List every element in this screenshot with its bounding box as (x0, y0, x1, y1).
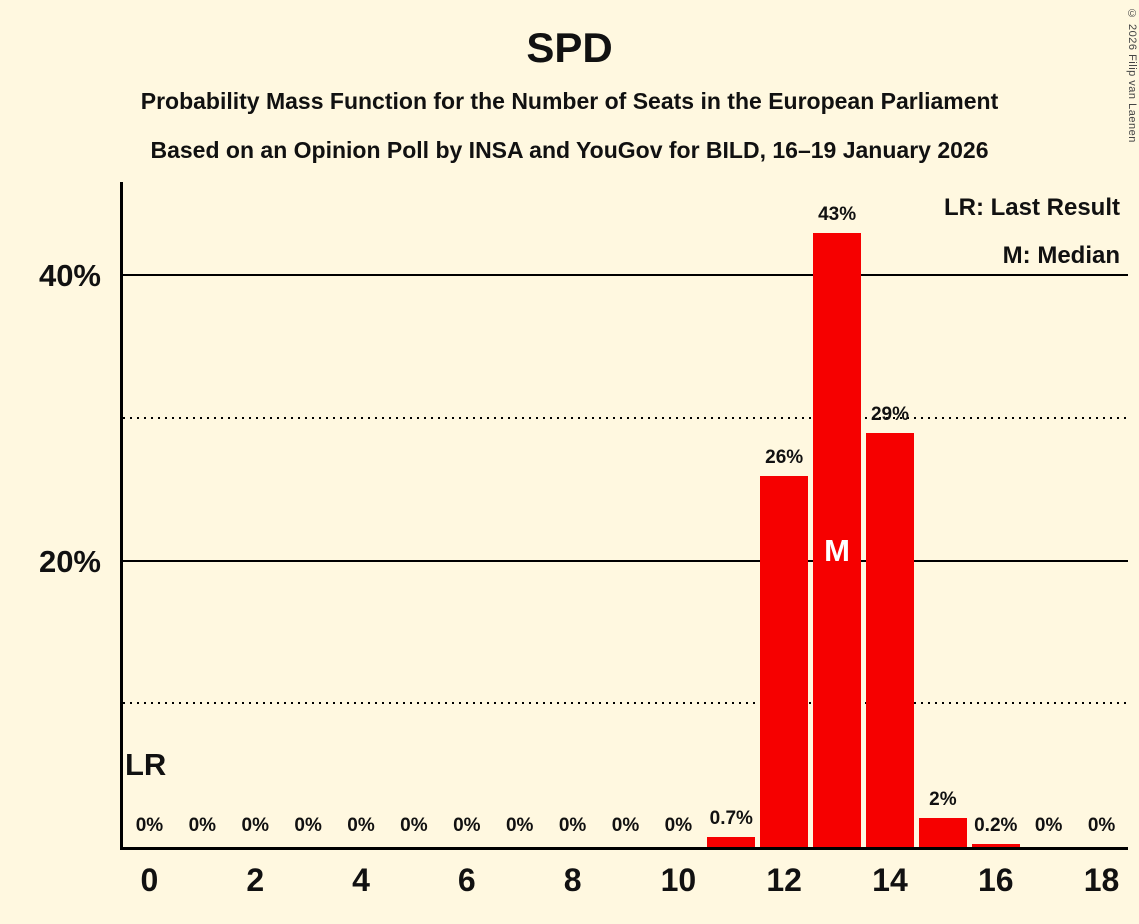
x-axis-label-10: 10 (660, 862, 697, 898)
chart-legend: LR: Last Result M: Median (944, 184, 1120, 280)
x-axis-label-14: 14 (872, 862, 908, 898)
x-axis-label-18: 18 (1083, 862, 1120, 898)
bar-value-label-seat-8: 0% (558, 815, 587, 836)
gridline-dotted-30pct (123, 416, 1128, 419)
chart-subtitle-line2: Based on an Opinion Poll by INSA and You… (150, 137, 989, 163)
bar-value-label-seat-0: 0% (135, 815, 164, 836)
bar-seat-15 (918, 818, 967, 847)
bar-value-label-seat-16: 0.2% (974, 815, 1018, 837)
plot-area: LR: Last Result M: Median LR 20% 40% 0 2 4 6 8… (39, 182, 1128, 898)
bar-seat-14 (865, 433, 914, 847)
chart-title: SPD (526, 24, 613, 71)
bar-value-label-seat-7: 0% (505, 815, 534, 836)
bar-value-label-seat-3: 0% (294, 815, 322, 836)
x-axis-label-6: 6 (457, 862, 476, 898)
bar-value-label-seat-6: 0% (453, 815, 481, 836)
bar-value-label-seat-9: 0% (611, 815, 640, 836)
x-axis-label-2: 2 (246, 862, 265, 898)
bar-value-label-seat-18: 0% (1087, 815, 1116, 836)
bar-seat-13 (813, 233, 862, 847)
bar-seat-16 (971, 844, 1020, 847)
bar-value-label-seat-17: 0% (1034, 815, 1063, 836)
bar-value-label-seat-15: 2% (929, 789, 957, 811)
chart-subtitle-line1: Probability Mass Function for the Number… (140, 88, 999, 114)
bar-value-label-seat-1: 0% (188, 815, 217, 836)
bar-value-label-seat-11: 0.7% (709, 808, 753, 830)
gridline-dotted-10pct (123, 702, 1128, 705)
bar-value-label-seat-2: 0% (241, 815, 269, 836)
legend-median: M: Median (1002, 242, 1120, 269)
y-axis-label-20%: 20% (38, 543, 101, 579)
bar-seat-12 (760, 475, 809, 847)
x-axis-label-8: 8 (563, 862, 582, 898)
median-marker: M (824, 533, 850, 568)
bar-value-label-seat-5: 0% (400, 815, 428, 836)
bar-value-label-seat-4: 0% (347, 815, 375, 836)
bar-seat-11 (707, 837, 756, 847)
gridline-solid-20pct (123, 559, 1128, 562)
x-axis-label-0: 0 (140, 862, 159, 898)
gridline-solid-40pct (123, 274, 1128, 277)
bar-value-label-seat-14: 29% (870, 404, 909, 426)
x-axis-label-16: 16 (977, 862, 1014, 898)
legend-last-result: LR: Last Result (943, 194, 1120, 221)
last-result-label: LR (125, 747, 167, 782)
bar-value-label-seat-13: 43% (818, 204, 857, 226)
copyright-notice: © 2026 Filip van Laenen (1126, 8, 1138, 143)
bar-value-label-seat-10: 0% (664, 815, 693, 836)
x-axis-label-4: 4 (352, 862, 370, 898)
x-axis-label-12: 12 (766, 862, 802, 898)
y-axis-label-40%: 40% (38, 258, 101, 294)
bar-value-label-seat-12: 26% (765, 446, 804, 468)
